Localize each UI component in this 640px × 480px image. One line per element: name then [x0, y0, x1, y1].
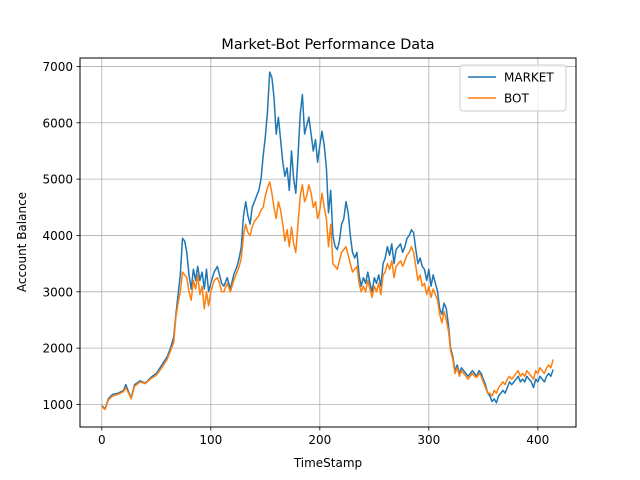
x-axis-label: TimeStamp	[293, 456, 362, 470]
plot-frame	[79, 57, 577, 428]
x-tick-label: 200	[308, 433, 331, 447]
x-axis-ticks: 0 100 200 300 400	[98, 427, 549, 447]
y-tick-label: 1000	[42, 398, 73, 412]
series-line-bot	[101, 181, 554, 411]
legend-label-bot: BOT	[504, 92, 529, 106]
y-tick-label: 3000	[42, 285, 73, 299]
legend-label-market: MARKET	[504, 71, 554, 85]
y-tick-label: 7000	[42, 60, 73, 74]
x-tick-label: 0	[98, 433, 106, 447]
x-tick-label: 400	[526, 433, 549, 447]
legend: MARKET BOT	[459, 64, 567, 112]
y-tick-label: 4000	[42, 229, 73, 243]
y-axis-label: Account Balance	[15, 192, 29, 292]
y-axis-ticks: 1000 2000 3000 4000 5000 6000 7000	[42, 60, 80, 412]
y-tick-label: 5000	[42, 173, 73, 187]
x-tick-label: 100	[199, 433, 222, 447]
series-line-market	[101, 71, 554, 410]
chart-title: Market-Bot Performance Data	[221, 37, 434, 53]
y-tick-label: 2000	[42, 342, 73, 356]
y-tick-label: 6000	[42, 116, 73, 130]
x-tick-label: 300	[417, 433, 440, 447]
plot-lines	[101, 71, 554, 411]
